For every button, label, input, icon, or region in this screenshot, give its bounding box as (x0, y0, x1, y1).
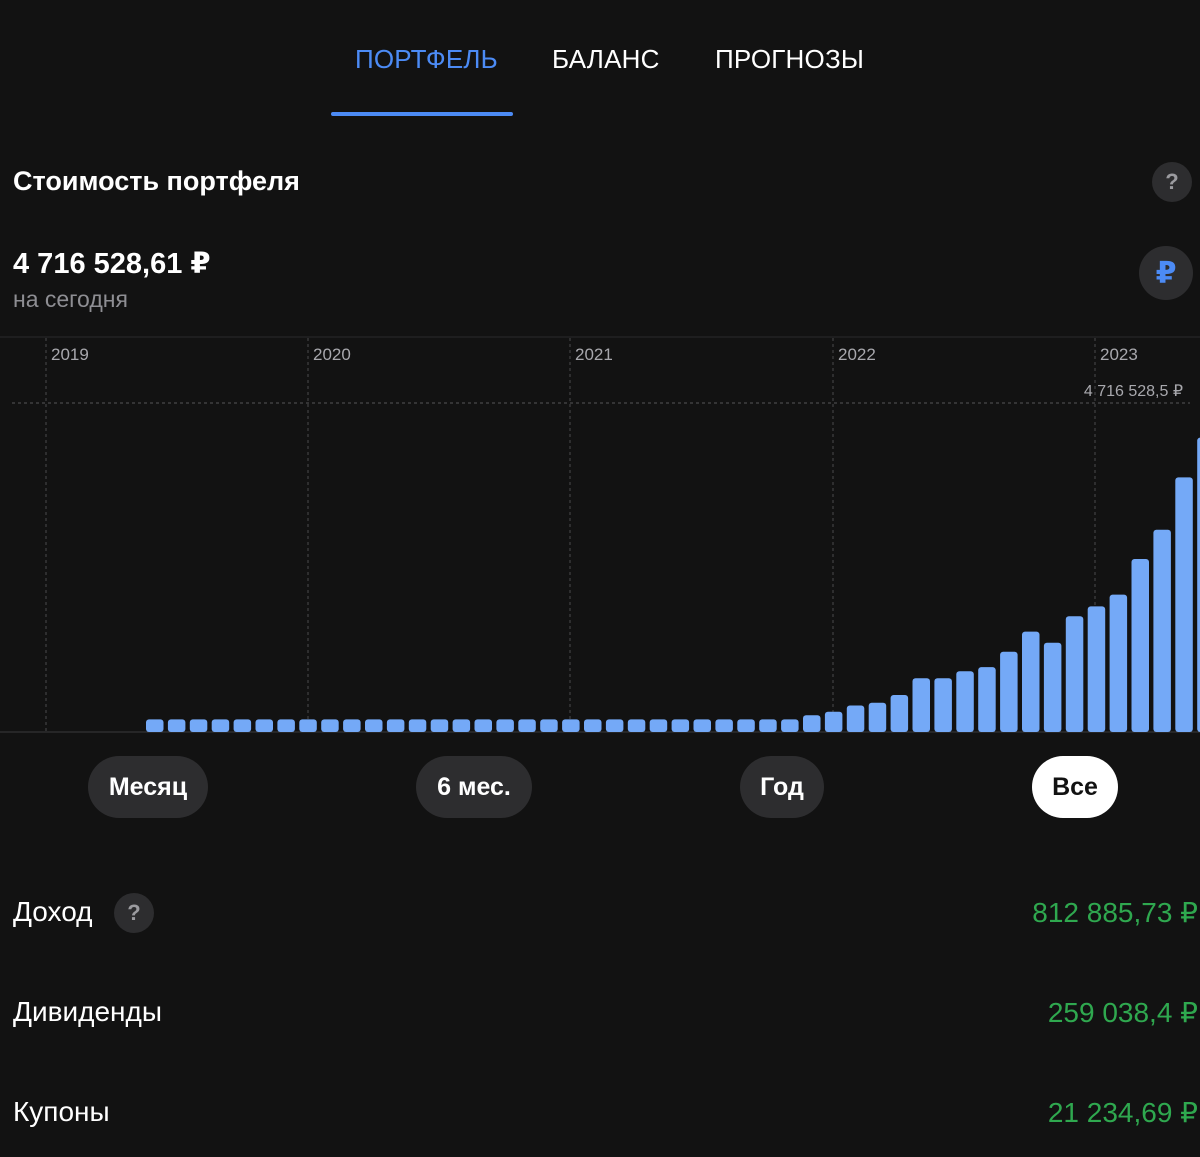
coupons-value: 21 234,69 ₽ (1047, 1097, 1198, 1128)
chart-bar (474, 719, 492, 732)
tab-bar: ПОРТФЕЛЬ БАЛАНС ПРОГНОЗЫ (0, 0, 1200, 118)
chart-bar (408, 719, 427, 732)
active-tab-indicator (331, 112, 513, 116)
chart-bar (693, 719, 711, 732)
chart-bar (562, 719, 580, 732)
chart-bar (605, 719, 624, 732)
max-value-label: 4 716 528,5 ₽ (1084, 383, 1183, 400)
chart-bar (452, 719, 471, 732)
chart-bar (803, 715, 821, 732)
portfolio-chart: 2019 2020 2021 2022 2023 4 716 528,5 ₽ (0, 336, 1200, 736)
currency-ruble-button[interactable]: ₽ (1139, 246, 1193, 300)
chart-bar (1043, 642, 1062, 732)
chart-labels: 2019 2020 2021 2022 2023 4 716 528,5 ₽ (51, 345, 1183, 400)
chart-bar (627, 719, 646, 732)
chart-bar (1087, 606, 1106, 732)
chart-bar (934, 678, 952, 732)
chart-bar (255, 719, 273, 732)
x-tick-label: 2023 (1100, 345, 1138, 364)
chart-bar (233, 719, 252, 732)
chart-bar (321, 719, 339, 732)
chart-bars (146, 437, 1200, 732)
chart-bar (343, 719, 361, 732)
income-label: Доход (13, 896, 93, 927)
chart-bar (846, 705, 865, 732)
chart-bar (1000, 651, 1018, 732)
x-tick-label: 2021 (575, 345, 613, 364)
chart-bar (496, 719, 514, 732)
chart-bar (671, 719, 690, 732)
tab-forecasts[interactable]: ПРОГНОЗЫ (715, 44, 865, 74)
portfolio-value-date: на сегодня (13, 286, 128, 312)
dividends-label: Дивиденды (13, 996, 162, 1027)
chart-bar (277, 719, 295, 732)
income-value: 812 885,73 ₽ (1032, 897, 1198, 928)
tab-portfolio[interactable]: ПОРТФЕЛЬ (355, 44, 498, 74)
period-all-button[interactable]: Все (1032, 756, 1118, 818)
portfolio-value-title: Стоимость портфеля (13, 166, 300, 196)
chart-bar (1065, 616, 1084, 732)
chart-bar (189, 719, 208, 732)
chart-bar (146, 719, 164, 732)
portfolio-chart-svg: 2019 2020 2021 2022 2023 4 716 528,5 ₽ (0, 336, 1200, 733)
chart-bar (1109, 594, 1128, 732)
period-month-button[interactable]: Месяц (88, 756, 208, 818)
chart-bar (365, 719, 383, 732)
x-tick-label: 2020 (313, 345, 351, 364)
chart-bar (978, 667, 996, 732)
chart-bar (759, 719, 777, 732)
chart-bar (868, 702, 887, 732)
chart-bar (584, 719, 602, 732)
income-help-icon[interactable]: ? (114, 893, 154, 933)
chart-bar (824, 711, 843, 732)
chart-bar (1022, 631, 1040, 732)
chart-bar (540, 719, 558, 732)
chart-bar (299, 719, 317, 732)
chart-bar (167, 719, 186, 732)
chart-bar (715, 719, 733, 732)
chart-bar (430, 719, 449, 732)
portfolio-total-value: 4 716 528,61 ₽ (13, 248, 211, 280)
chart-bar (1153, 529, 1171, 732)
coupons-label: Купоны (13, 1096, 110, 1127)
help-icon[interactable]: ? (1152, 162, 1192, 202)
chart-bar (211, 719, 230, 732)
chart-bar (912, 678, 930, 732)
chart-bar (386, 719, 405, 732)
chart-bar (781, 719, 799, 732)
chart-bar (737, 719, 755, 732)
dividends-value: 259 038,4 ₽ (1047, 997, 1198, 1028)
chart-bar (1131, 559, 1149, 732)
tab-balance[interactable]: БАЛАНС (552, 44, 660, 74)
chart-bar (956, 671, 974, 732)
chart-bar (1175, 477, 1193, 732)
period-year-button[interactable]: Год (740, 756, 824, 818)
x-tick-label: 2019 (51, 345, 89, 364)
chart-bar (890, 695, 909, 732)
period-6-months-button[interactable]: 6 мес. (416, 756, 532, 818)
chart-bar (1197, 437, 1200, 732)
x-tick-label: 2022 (838, 345, 876, 364)
chart-bar (649, 719, 668, 732)
chart-bar (518, 719, 536, 732)
chart-gridlines (12, 338, 1190, 732)
